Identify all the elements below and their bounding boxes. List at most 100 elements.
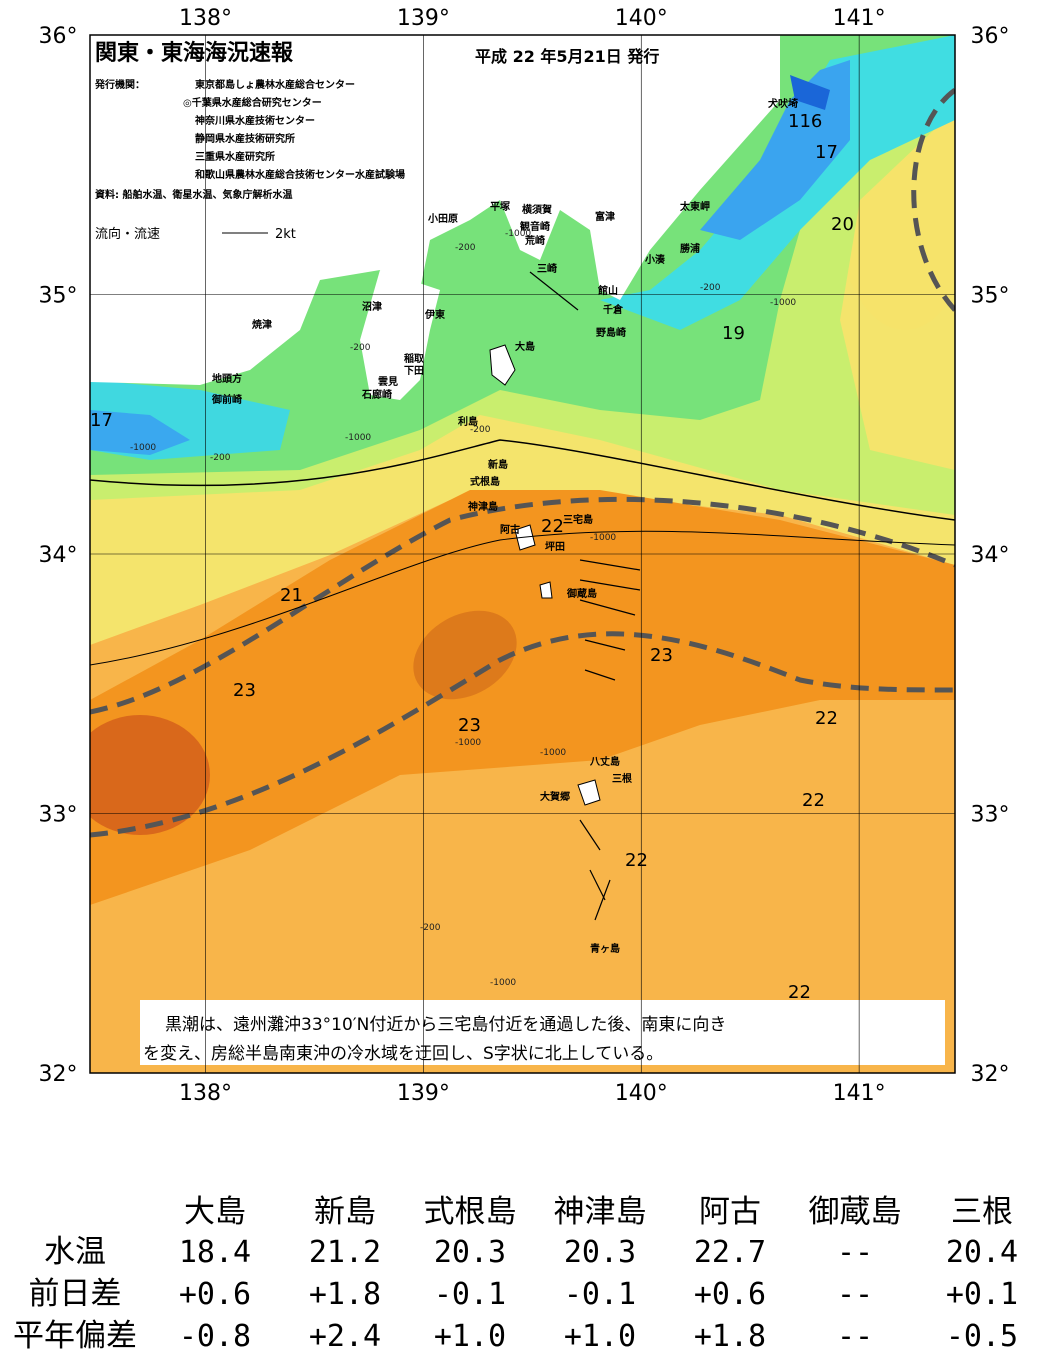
sea-temperature — [90, 35, 955, 1073]
lat-label: 35° — [39, 284, 78, 309]
agency-label: 発行機関： — [94, 78, 145, 91]
place-name: 大賀郷 — [540, 790, 570, 803]
note-box — [140, 1000, 945, 1065]
place-name: 横須賀 — [522, 203, 552, 216]
place-name: 御前崎 — [211, 393, 242, 406]
isotherm-label: 17 — [815, 142, 838, 163]
cell: 20.3 — [564, 1235, 636, 1270]
place-name: 御蔵島 — [566, 587, 597, 600]
agency: 三重県水産研究所 — [195, 150, 275, 163]
place-name: 稲取 — [404, 352, 425, 365]
cell: +0.6 — [179, 1277, 251, 1312]
place-name: 小湊 — [644, 253, 666, 266]
lat-label: 34° — [971, 543, 1010, 568]
lon-label: 141° — [833, 6, 886, 31]
place-name: 八丈島 — [589, 755, 620, 768]
cell: -- — [837, 1235, 873, 1270]
cell: +0.1 — [946, 1277, 1018, 1312]
column-header: 新島 — [314, 1194, 376, 1230]
place-name: 新島 — [488, 458, 508, 471]
depth-label: -200 — [455, 243, 476, 253]
place-name: 沼津 — [362, 300, 382, 313]
depth-label: -200 — [470, 425, 491, 435]
cell: -- — [837, 1277, 873, 1312]
isotherm-label: 22 — [788, 982, 811, 1003]
depth-label: -1000 — [540, 748, 566, 758]
agency: 東京都島しょ農林水産総合センター — [195, 78, 355, 91]
isotherm-label: 22 — [815, 708, 838, 729]
place-name: 富津 — [595, 210, 615, 223]
cell: 22.7 — [694, 1235, 766, 1270]
isotherm-label: 23 — [233, 680, 256, 701]
depth-label: -1000 — [455, 738, 481, 748]
column-header: 御蔵島 — [809, 1194, 902, 1230]
place-name: 青ヶ島 — [590, 942, 620, 955]
lon-label: 140° — [615, 6, 668, 31]
cell: +2.4 — [309, 1319, 381, 1354]
cell: -0.1 — [434, 1277, 506, 1312]
depth-label: -200 — [350, 343, 371, 353]
place-name: 大島 — [515, 340, 535, 353]
note: を変え、房総半島南東沖の冷水域を迂回し、S字状に北上している。 — [143, 1044, 663, 1064]
place-name: 太東岬 — [679, 200, 710, 213]
depth-label: -1000 — [770, 298, 796, 308]
lon-label: 139° — [397, 6, 450, 31]
place-name: 雲見 — [378, 376, 398, 388]
column-header: 式根島 — [424, 1194, 517, 1230]
cell: 20.3 — [434, 1235, 506, 1270]
place-name: 神津島 — [468, 500, 498, 513]
place-name: 伊東 — [424, 308, 445, 321]
cell: 20.4 — [946, 1235, 1018, 1270]
place-name: 三宅島 — [563, 513, 593, 526]
lon-label: 139° — [397, 1081, 450, 1106]
depth-label: -1000 — [490, 978, 516, 988]
place-name: 平塚 — [490, 200, 510, 213]
place-name: 利島 — [458, 415, 478, 428]
lat-label: 36° — [971, 24, 1010, 49]
depth-label: -1000 — [130, 443, 156, 453]
place-name: 三崎 — [537, 262, 557, 275]
legend-label: 流向・流速 — [95, 226, 160, 242]
isotherm-label: 22 — [802, 790, 825, 811]
lon-label: 138° — [179, 6, 232, 31]
place-name: 千倉 — [603, 303, 624, 316]
row-label: 前日差 — [29, 1276, 122, 1312]
place-name: 野島崎 — [596, 326, 626, 339]
date: 平成 22 年5月21日 発行 — [475, 47, 659, 66]
isotherm-label: 23 — [458, 715, 481, 736]
place-name: 三根 — [612, 772, 632, 785]
lat-label: 33° — [971, 803, 1010, 828]
legend-speed: 2kt — [275, 227, 296, 242]
isotherm-label: 22 — [541, 516, 564, 537]
place-name: 阿古 — [500, 523, 520, 536]
cell: +1.8 — [309, 1277, 381, 1312]
lat-label: 36° — [39, 24, 78, 49]
depth-label: -200 — [700, 283, 721, 293]
note: 黒潮は、遠州灘沖33°10′N付近から三宅島付近を通過した後、南東に向き — [165, 1015, 726, 1035]
source: 資料: 船舶水温、衛星水温、気象庁解析水温 — [95, 188, 292, 201]
column-header: 大島 — [184, 1194, 246, 1230]
isotherm-label: 22 — [625, 850, 648, 871]
place-name: 館山 — [597, 284, 618, 297]
isotherm-label: 116 — [788, 111, 822, 132]
depth-label: -1000 — [590, 533, 616, 543]
isotherm-label: 17 — [90, 410, 113, 431]
place-name: 石廊崎 — [361, 388, 392, 401]
lat-label: 33° — [39, 803, 78, 828]
agency: 神奈川県水産技術センター — [195, 114, 315, 127]
place-name: 坪田 — [545, 540, 565, 553]
isotherm-label: 21 — [280, 585, 303, 606]
place-name: 地頭方 — [212, 372, 242, 385]
isotherm-label: 20 — [831, 214, 854, 235]
cell: -- — [837, 1319, 873, 1354]
place-name: 下田 — [404, 365, 424, 377]
place-name: 小田原 — [427, 212, 458, 225]
place-name: 式根島 — [470, 475, 500, 488]
lon-label: 140° — [615, 1081, 668, 1106]
column-header: 神津島 — [554, 1194, 647, 1230]
cell: +0.6 — [694, 1277, 766, 1312]
agency: 和歌山県農林水産総合技術センター水産試験場 — [194, 168, 405, 181]
cell: +1.0 — [434, 1319, 506, 1354]
agency: ◎千葉県水産総合研究センター — [183, 96, 322, 109]
